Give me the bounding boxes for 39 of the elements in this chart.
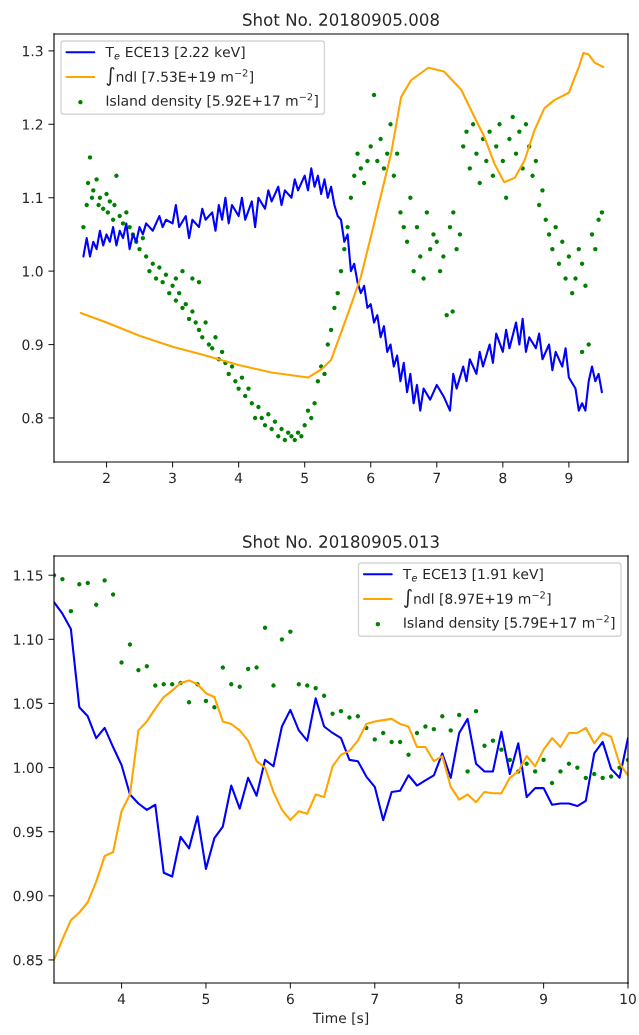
y-tick-label: 0.9 <box>22 339 43 351</box>
x-tick-label: 5 <box>202 993 210 1005</box>
y-tick-label: 0.95 <box>13 826 43 838</box>
chart-title: Shot No. 20180905.008 <box>243 13 439 26</box>
y-tick-label: 1.05 <box>14 698 43 709</box>
y-tick-label: 0.90 <box>13 890 43 902</box>
line-series <box>82 167 603 412</box>
legend-label: Island density [5.79E+17 m$^{−2}$] <box>404 615 615 631</box>
y-tick-label: 1.0 <box>23 266 43 277</box>
x-tick-label: 9 <box>565 472 573 484</box>
x-tick-label: 5 <box>301 472 308 484</box>
x-axis-title: Time [s] <box>312 1012 369 1025</box>
x-tick-label: 7 <box>371 993 378 1004</box>
y-tick-label: 1.15 <box>14 570 43 581</box>
y-tick-label: 0.8 <box>22 412 43 424</box>
y-tick-label: 1.2 <box>23 119 43 130</box>
x-tick-label: 4 <box>117 993 126 1004</box>
x-tick-label: 6 <box>286 993 294 1005</box>
x-tick-label: 7 <box>433 472 441 483</box>
y-tick-label: 1.10 <box>14 634 43 645</box>
y-tick-label: 1.00 <box>14 762 43 774</box>
x-tick-label: 8 <box>455 993 463 1005</box>
legend-label: ∫ndl [7.53E+19 m$^{−2}$] <box>106 66 253 86</box>
y-tick-label: 1.3 <box>23 45 43 57</box>
legend-label: T$_{e}$ ECE13 [1.91 keV] <box>402 568 543 582</box>
x-tick-label: 3 <box>169 472 176 484</box>
legend-label: T$_{e}$ ECE13 [2.22 keV] <box>105 46 245 60</box>
x-tick-label: 10 <box>620 993 636 1005</box>
y-tick-label: 1.1 <box>23 192 43 203</box>
x-tick-label: 4 <box>234 472 243 483</box>
legend-label: Island density [5.92E+17 m$^{−2}$] <box>106 93 318 109</box>
x-tick-label: 8 <box>499 472 507 484</box>
legend-label: ∫ndl [8.97E+19 m$^{−2}$] <box>403 588 551 608</box>
chart-title: Shot No. 20180905.013 <box>243 535 439 548</box>
x-tick-label: 9 <box>540 993 548 1005</box>
x-tick-label: 2 <box>103 472 110 483</box>
line-series <box>54 679 628 961</box>
y-tick-label: 0.85 <box>13 954 43 966</box>
x-tick-label: 6 <box>367 472 375 484</box>
